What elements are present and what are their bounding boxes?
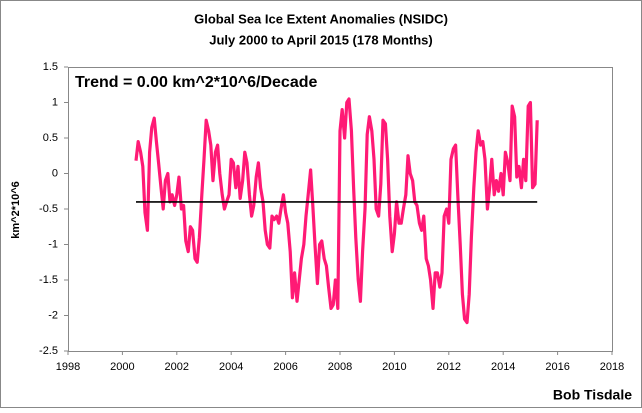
annotation: Trend = 0.00 km^2*10^6/Decade [75, 74, 317, 91]
x-tick-label: 2012 [437, 361, 461, 373]
x-tick-label: 2000 [110, 361, 134, 373]
x-tick-label: 2006 [273, 361, 297, 373]
x-tick-label: 2010 [382, 361, 406, 373]
y-tick-label: -0.5 [39, 203, 58, 215]
y-axis-label: km^2*10^6 [10, 181, 22, 239]
y-tick-label: -1 [48, 238, 58, 250]
x-tick-label: 1998 [56, 361, 80, 373]
y-tick-label: -2.5 [39, 345, 58, 357]
data-line [134, 97, 539, 325]
x-tick-label: 2018 [600, 361, 624, 373]
y-tick-label: -2 [48, 309, 58, 321]
chart-subtitle: July 2000 to April 2015 (178 Months) [209, 32, 432, 47]
x-tick-label: 2002 [165, 361, 189, 373]
y-tick-label: 1 [52, 96, 58, 108]
x-tick-label: 2014 [491, 361, 515, 373]
y-tick-label: -1.5 [39, 274, 58, 286]
credit: Bob Tisdale [553, 387, 632, 403]
x-tick-label: 2004 [219, 361, 243, 373]
y-tick-label: 1.5 [43, 61, 58, 73]
y-tick-label: 0.5 [43, 132, 58, 144]
x-tick-label: 2016 [545, 361, 569, 373]
x-tick-label: 2008 [328, 361, 352, 373]
y-tick-label: 0 [52, 167, 58, 179]
chart-title: Global Sea Ice Extent Anomalies (NSIDC) [194, 11, 448, 26]
